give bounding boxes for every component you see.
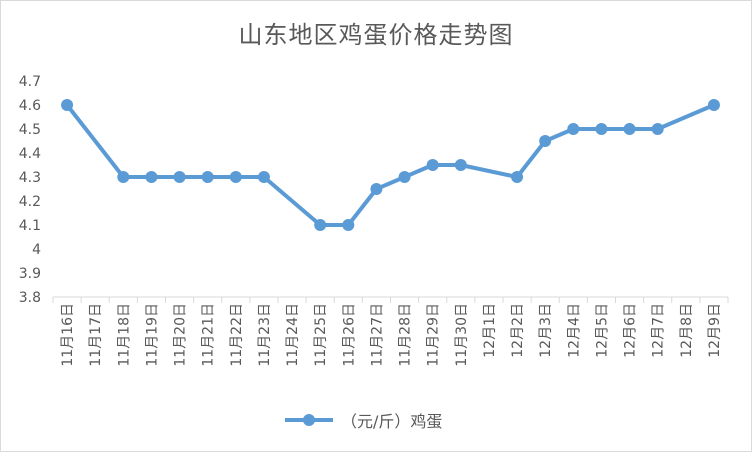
x-axis: 11月16日 11月17日 11月18日 11月19日 11月20日 11月21日 11月2…: [52, 296, 729, 367]
x-tick-label: 11月24日: [285, 303, 301, 367]
x-tick-label: 11月30日: [454, 303, 470, 367]
x-tick-label: 11月18日: [116, 303, 132, 367]
data-point: [370, 183, 383, 195]
data-point: [201, 171, 214, 183]
x-tick-label: 11月28日: [398, 303, 414, 367]
x-tick-label: 11月26日: [341, 303, 357, 367]
x-tick-label: 11月23日: [257, 303, 273, 367]
legend: （元/斤）鸡蛋: [285, 408, 442, 432]
data-point: [61, 99, 74, 111]
legend-label: （元/斤）鸡蛋: [341, 412, 443, 431]
data-point: [398, 171, 411, 183]
data-point: [229, 171, 242, 183]
legend-dot-marker: [303, 414, 315, 426]
x-tick-label: 12月7日: [651, 303, 667, 358]
x-tick-label: 12月9日: [707, 303, 723, 358]
data-point: [595, 123, 608, 135]
y-tick-label: 4: [32, 242, 41, 258]
series-eggs: [61, 99, 720, 231]
x-tick-label: 11月27日: [369, 303, 385, 367]
data-point: [426, 159, 439, 171]
y-tick-label: 4.7: [19, 74, 41, 90]
x-tick-label: 12月4日: [566, 303, 582, 358]
x-tick-label: 11月20日: [173, 303, 189, 367]
data-point: [651, 123, 664, 135]
y-tick-label: 3.8: [19, 290, 41, 306]
y-tick-label: 4.3: [19, 170, 41, 186]
y-tick-label: 4.1: [19, 218, 41, 234]
data-point: [173, 171, 186, 183]
data-point: [257, 171, 270, 183]
x-tick-label: 11月25日: [313, 303, 329, 367]
data-point: [567, 123, 580, 135]
x-tick-label: 12月6日: [623, 303, 639, 358]
data-point: [539, 135, 552, 147]
y-tick-label: 3.9: [19, 266, 41, 282]
x-tick-label: 11月16日: [60, 303, 76, 367]
x-tick-label: 12月8日: [679, 303, 695, 358]
y-tick-label: 4.5: [19, 122, 41, 138]
series-line: [65, 103, 716, 227]
chart-title: 山东地区鸡蛋价格走势图: [238, 21, 514, 49]
x-tick-label: 11月19日: [144, 303, 160, 367]
x-tick-label: 12月1日: [482, 303, 498, 358]
y-tick-label: 4.4: [19, 146, 41, 162]
x-tick-label: 11月17日: [88, 303, 104, 367]
data-point: [342, 219, 355, 231]
data-point: [314, 219, 327, 231]
data-point: [145, 171, 158, 183]
data-point: [117, 171, 130, 183]
y-axis: 3.8 3.9 4 4.1 4.2 4.3 4.4 4.5 4.6 4.7: [19, 74, 41, 306]
legend-line-marker: [285, 414, 333, 426]
x-tick-label: 12月3日: [538, 303, 554, 358]
data-point: [511, 171, 524, 183]
x-tick-label: 12月5日: [594, 303, 610, 358]
x-tick-label: 11月22日: [229, 303, 245, 367]
y-tick-label: 4.6: [19, 98, 41, 114]
x-tick-label: 12月2日: [510, 303, 526, 358]
x-tick-label: 11月21日: [201, 303, 217, 367]
data-point: [707, 99, 720, 111]
data-point: [623, 123, 636, 135]
data-point: [454, 159, 467, 171]
x-tick-label: 11月29日: [426, 303, 442, 367]
y-tick-label: 4.2: [19, 194, 41, 210]
